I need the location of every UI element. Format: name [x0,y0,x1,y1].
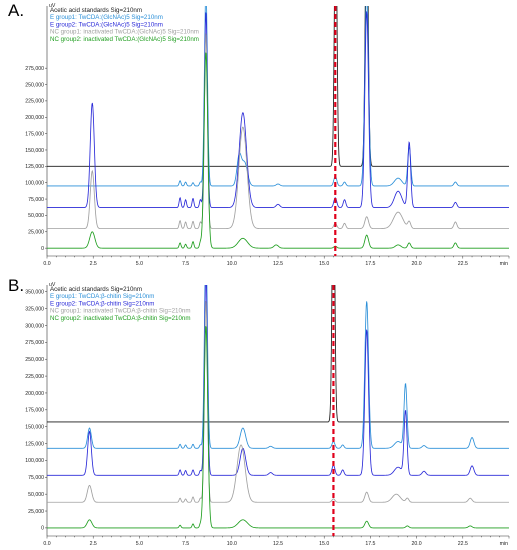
y-tick-label: 200,000 [25,391,44,397]
y-tick-label: 175,000 [25,408,44,414]
x-tick-label: 20.0 [412,541,422,547]
x-tick-label: 17.5 [365,261,375,267]
y-tick-label: 100,000 [25,181,44,187]
series-group [47,285,509,529]
series-line-3 [47,301,509,503]
x-tick-label: 17.5 [365,541,375,547]
series-line-3 [47,33,509,229]
x-tick-label: 0.0 [43,261,50,267]
y-tick-label: 150,000 [25,148,44,154]
series-line-2 [47,11,509,208]
x-tick-label: 0.0 [43,541,50,547]
x-unit-label: min [500,261,508,267]
series-line-4 [47,326,509,529]
y-tick-label: 300,000 [25,323,44,329]
x-tick-label: 12.5 [273,261,283,267]
y-tick-label: 50,000 [28,213,44,219]
y-tick-label: 75,000 [28,197,44,203]
legend-entry-4: NC group2: inactivated TwCDA:β-chitin Si… [50,315,191,322]
y-tick-label: 175,000 [25,131,44,137]
x-unit-label: min [500,541,508,547]
x-tick-label: 7.5 [182,261,189,267]
y-tick-label: 50,000 [28,492,44,498]
legend-entry-2: E group2: TwCDA:β-chitin Sig=210nm [50,300,154,307]
y-tick-label: 25,000 [28,509,44,515]
x-tick-label: 5.0 [136,541,143,547]
y-tick-label: 25,000 [28,230,44,236]
x-tick-label: 15.0 [319,261,329,267]
legend-entry-3: NC group1: inactivated TwCDA:β-chitin Si… [50,308,191,315]
x-tick-label: 2.5 [90,541,97,547]
legend-entry-1: E group1: TwCDA:(GlcNAc)5 Sig=210nm [50,14,163,21]
y-unit-label: uV [49,282,56,288]
x-tick-label: 20.0 [412,261,422,267]
chart-panel-1: uV 0 25,000 50,000 75,000 100,000 125,000 150,0… [25,282,510,547]
series-line-1 [47,6,509,187]
y-tick-label: 125,000 [25,441,44,447]
x-tick-label: 15.0 [319,541,329,547]
x-tick-label: 5.0 [136,261,143,267]
series-line-1 [47,285,509,449]
series-line-2 [47,285,509,476]
legend-entry-1: E group1: TwCDA:β-chitin Sig=210nm [50,293,154,300]
y-tick-label: 0 [41,246,44,252]
x-tick-label: 7.5 [182,541,189,547]
series-line-0 [47,6,509,167]
series-line-4 [47,52,509,249]
chart-panel-0: uV 0 25,000 50,000 75,000 100,000 125,000 150,0… [25,3,510,267]
y-tick-label: 75,000 [28,475,44,481]
series-line-0 [47,285,509,423]
x-tick-label: 10.0 [227,261,237,267]
y-tick-label: 225,000 [25,374,44,380]
x-tick-label: 22.5 [458,261,468,267]
y-unit-label: uV [49,3,56,9]
y-tick-label: 275,000 [25,340,44,346]
legend-entry-0: Acetic acid standards Sig=210nm [50,286,142,293]
panel-a-label: A. [8,1,25,20]
x-tick-label: 10.0 [227,541,237,547]
x-tick-label: 12.5 [273,541,283,547]
y-tick-label: 100,000 [25,458,44,464]
y-tick-label: 250,000 [25,82,44,88]
legend-entry-3: NC group1: inactivated TwCDA:(GlcNAc)5 S… [50,29,199,36]
y-tick-label: 350,000 [25,290,44,296]
y-tick-label: 200,000 [25,115,44,121]
series-group [47,6,509,249]
y-tick-label: 0 [41,526,44,532]
y-tick-label: 225,000 [25,99,44,105]
legend-entry-0: Acetic acid standards Sig=210nm [50,7,142,14]
y-tick-label: 275,000 [25,66,44,72]
y-tick-label: 325,000 [25,306,44,312]
y-tick-label: 125,000 [25,164,44,170]
legend-entry-4: NC group2: inactivated TwCDA:(GlcNAc)5 S… [50,36,199,43]
y-tick-label: 250,000 [25,357,44,363]
y-tick-label: 150,000 [25,424,44,430]
legend-entry-2: E group2: TwCDA:(GlcNAc)5 Sig=210nm [50,21,163,28]
x-tick-label: 2.5 [90,261,97,267]
x-tick-label: 22.5 [458,541,468,547]
panel-b-label: B. [8,276,25,295]
